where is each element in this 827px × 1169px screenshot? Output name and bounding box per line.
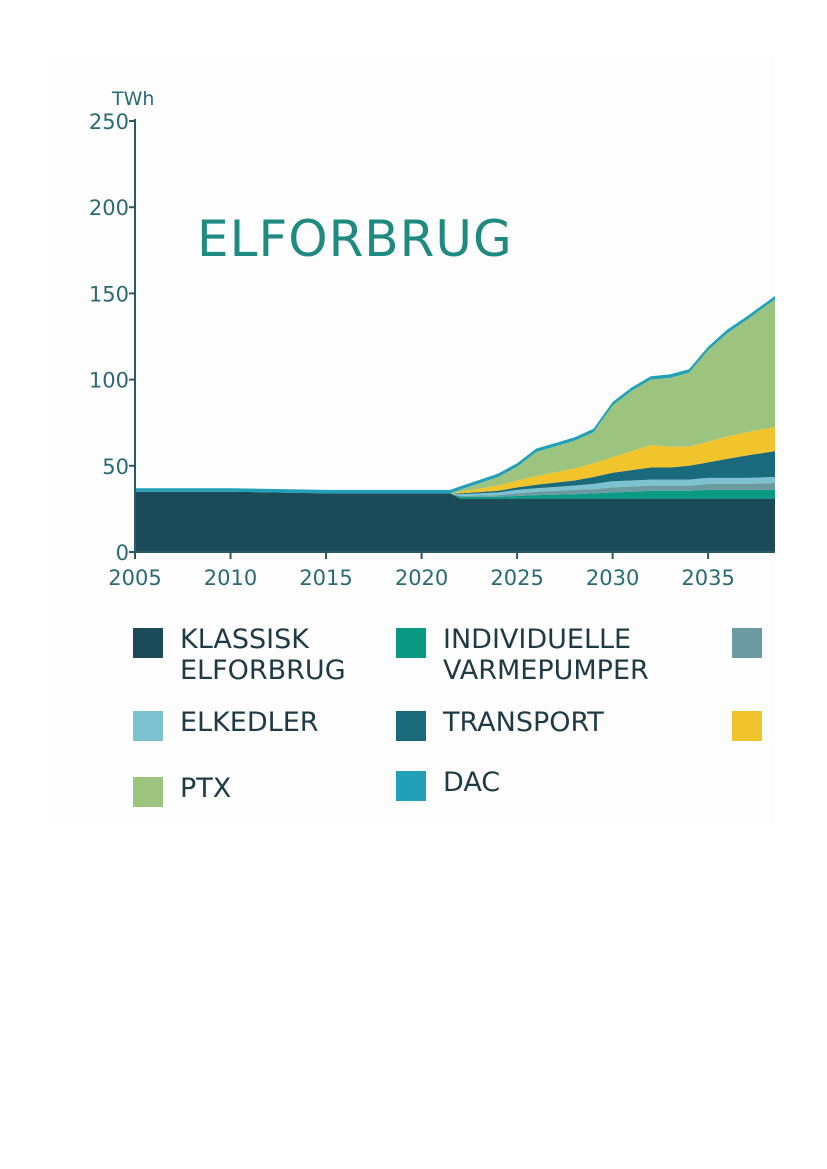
y-tick-label: 0	[116, 541, 129, 565]
y-tick-label: 200	[89, 196, 129, 220]
legend-swatch	[396, 628, 426, 658]
axes-layer: 0 50 100 150 200 250 2005 2010 2015 2020 2025 2030 2…	[89, 88, 775, 590]
legend-swatch	[133, 628, 163, 658]
x-tick-label: 2035	[681, 566, 734, 590]
legend-label: KLASSISK ELFORBRUG	[180, 624, 346, 686]
x-tick-label: 2015	[299, 566, 352, 590]
legend-swatch	[732, 711, 762, 741]
legend-label: DAC	[443, 767, 501, 798]
x-tick-label: 2025	[490, 566, 543, 590]
area-ptx	[135, 299, 775, 494]
legend-swatch	[133, 711, 163, 741]
area-elkedler	[135, 477, 775, 496]
y-tick-label: 100	[89, 369, 129, 393]
area-series-3	[135, 483, 775, 497]
x-tick-label: 2005	[108, 566, 161, 590]
x-tick-label: 2010	[204, 566, 257, 590]
legend-swatch	[732, 628, 762, 658]
area-klassisk-elforbrug	[135, 491, 775, 552]
y-tick-label: 250	[89, 110, 129, 134]
area-individuelle-varmepumper	[135, 489, 775, 499]
area-transport	[135, 451, 775, 495]
legend-swatch	[396, 711, 426, 741]
legend-label: PTX	[180, 773, 232, 804]
chart-title: ELFORBRUG	[197, 210, 513, 268]
y-tick-label: 150	[89, 282, 129, 306]
y-axis-label: TWh	[111, 88, 154, 110]
legend-label: INDIVIDUELLE VARMEPUMPER	[443, 624, 649, 686]
legend-label: TRANSPORT	[443, 707, 604, 738]
legend-swatch	[133, 777, 163, 807]
area-layer	[135, 296, 775, 552]
legend-swatch	[396, 771, 426, 801]
x-tick-label: 2030	[586, 566, 639, 590]
area-series-6	[135, 427, 775, 494]
x-tick-label: 2020	[395, 566, 448, 590]
y-tick-label: 50	[102, 455, 129, 479]
legend-label: ELKEDLER	[180, 707, 319, 738]
